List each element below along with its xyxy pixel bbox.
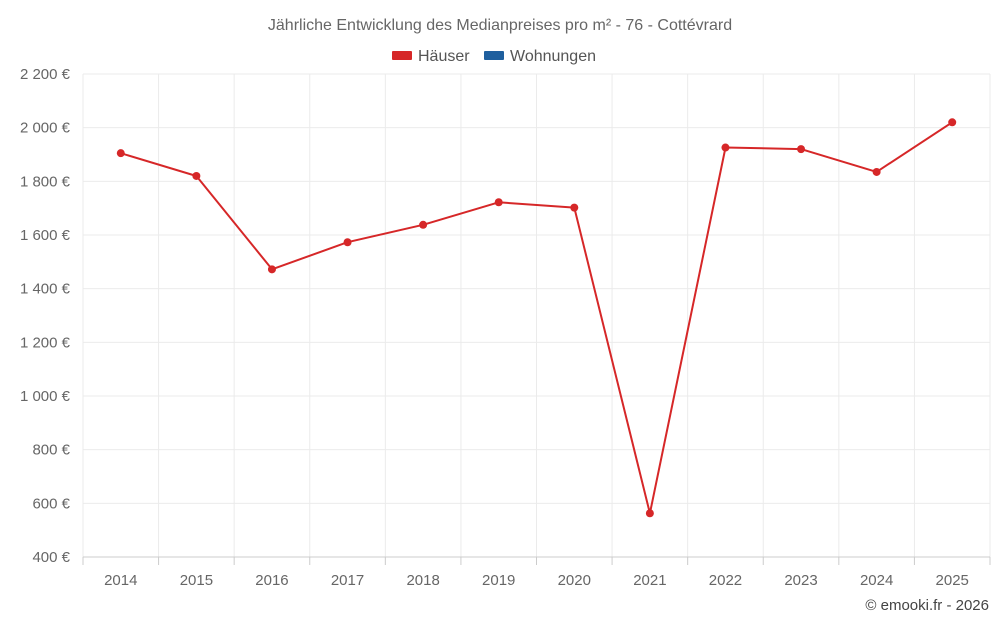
data-point[interactable] bbox=[948, 118, 957, 127]
axes bbox=[82, 556, 991, 565]
y-tick-label: 600 € bbox=[32, 495, 70, 512]
x-tick-label: 2015 bbox=[180, 572, 213, 589]
y-tick-label: 2 200 € bbox=[20, 66, 71, 83]
legend-item-wohnungen[interactable]: Wohnungen bbox=[484, 48, 596, 65]
data-point[interactable] bbox=[116, 149, 125, 158]
plot-area bbox=[116, 118, 957, 518]
y-tick-label: 800 € bbox=[32, 442, 70, 459]
data-point[interactable] bbox=[645, 509, 654, 518]
legend-label-wohnungen: Wohnungen bbox=[510, 48, 596, 65]
x-tick-label: 2024 bbox=[860, 572, 893, 589]
x-tick-label: 2022 bbox=[709, 572, 742, 589]
x-tick-label: 2017 bbox=[331, 572, 364, 589]
data-point[interactable] bbox=[872, 167, 881, 176]
x-tick-label: 2016 bbox=[255, 572, 288, 589]
x-tick-label: 2021 bbox=[633, 572, 666, 589]
legend-swatch-haeuser bbox=[392, 51, 412, 60]
data-point[interactable] bbox=[797, 145, 806, 154]
data-point[interactable] bbox=[494, 198, 503, 207]
x-tick-label: 2014 bbox=[104, 572, 137, 589]
x-tick-label: 2020 bbox=[558, 572, 591, 589]
x-tick-label: 2018 bbox=[406, 572, 439, 589]
legend-label-haeuser: Häuser bbox=[418, 48, 470, 65]
x-tick-label: 2025 bbox=[936, 572, 969, 589]
legend-swatch-wohnungen bbox=[484, 51, 504, 60]
y-axis-ticks: 400 € 600 € 800 € 1 000 € 1 200 € 1 400 € 1 60… bbox=[20, 66, 71, 566]
data-point[interactable] bbox=[192, 171, 201, 180]
grid bbox=[82, 73, 991, 557]
series-line-0 bbox=[120, 121, 953, 515]
data-point[interactable] bbox=[570, 203, 579, 212]
data-point[interactable] bbox=[343, 238, 352, 247]
y-tick-label: 1 600 € bbox=[20, 227, 71, 244]
x-tick-label: 2019 bbox=[482, 572, 515, 589]
y-tick-label: 400 € bbox=[32, 549, 70, 566]
legend: Häuser Wohnungen bbox=[392, 48, 596, 65]
y-tick-label: 1 000 € bbox=[20, 388, 71, 405]
x-axis-ticks: 2014 2015 2016 2017 2018 2019 2020 2021 2022 2023… bbox=[104, 572, 969, 589]
data-point[interactable] bbox=[419, 220, 428, 229]
y-tick-label: 1 200 € bbox=[20, 334, 71, 351]
data-point[interactable] bbox=[267, 265, 276, 274]
x-tick-label: 2023 bbox=[784, 572, 817, 589]
credit: © emooki.fr - 2026 bbox=[865, 597, 989, 614]
chart-title: Jährliche Entwicklung des Medianpreises … bbox=[268, 17, 732, 34]
data-point[interactable] bbox=[721, 143, 730, 152]
y-tick-label: 1 400 € bbox=[20, 281, 71, 298]
y-tick-label: 1 800 € bbox=[20, 173, 71, 190]
y-tick-label: 2 000 € bbox=[20, 120, 71, 137]
legend-item-haeuser[interactable]: Häuser bbox=[392, 48, 470, 65]
